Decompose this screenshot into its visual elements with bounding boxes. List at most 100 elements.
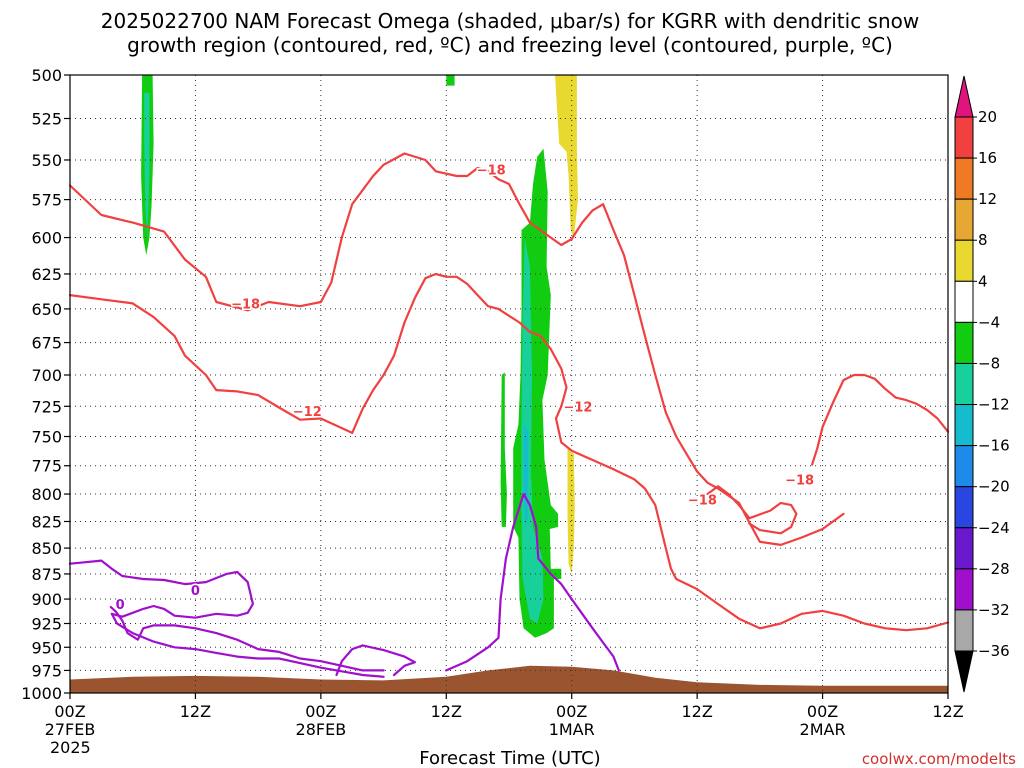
contour-label: −18 xyxy=(477,164,506,179)
omega-region-4 xyxy=(500,372,507,527)
colorbar-bin xyxy=(954,362,974,406)
colorbar-bin xyxy=(954,157,974,200)
contour-label: 0 xyxy=(116,598,125,613)
colorbar-bin xyxy=(954,445,974,488)
colorbar-label: −12 xyxy=(978,396,1010,414)
dgz-contour-3 xyxy=(706,485,798,535)
colorbar: 20 16 12 8 4 −4 −8 −12 −16 −20 −24 −28 −32 −36 xyxy=(954,75,1010,693)
omega-shading xyxy=(141,75,578,638)
colorbar-bottom-arrow xyxy=(954,650,974,693)
x-tick-label: 00Z xyxy=(807,702,838,721)
colorbar-bin xyxy=(954,280,974,323)
y-tick-label: 700 xyxy=(31,366,62,385)
freezing-level-contour-5 xyxy=(109,605,385,672)
freezing-level-contour-7 xyxy=(445,492,620,672)
contour-label: −12 xyxy=(293,405,322,420)
colorbar-label: 8 xyxy=(978,231,988,249)
colorbar-bin xyxy=(954,116,974,159)
chart-title-line-2: growth region (contoured, red, ºC) and f… xyxy=(127,33,893,57)
terrain-layer xyxy=(70,665,948,693)
freezing-level-contour-6 xyxy=(335,644,416,677)
colorbar-label: −32 xyxy=(978,601,1010,619)
omega-region-8 xyxy=(567,448,575,574)
x-tick-label: 12Z xyxy=(180,702,211,721)
terrain-fill xyxy=(70,665,948,693)
dgz-contour-0 xyxy=(68,152,845,547)
colorbar-label: −16 xyxy=(978,437,1010,455)
x-tick-label: 1MAR xyxy=(549,720,595,739)
y-tick-label: 800 xyxy=(31,485,62,504)
omega-region-1 xyxy=(144,92,150,238)
colorbar-label: 16 xyxy=(978,149,997,167)
colorbar-bin xyxy=(954,321,974,364)
colorbar-bin xyxy=(954,239,974,282)
y-tick-label: 675 xyxy=(31,334,62,353)
colorbar-label: −4 xyxy=(978,313,1000,331)
y-tick-label: 950 xyxy=(31,638,62,657)
colorbar-bin xyxy=(954,527,974,570)
y-axis: 500 525 550 575 600 625 650 675 700 725 750 775 800 8… xyxy=(21,66,70,703)
dgz-contour-2 xyxy=(810,373,950,466)
contour-label: 0 xyxy=(191,584,200,599)
x-tick-label: 12Z xyxy=(932,702,963,721)
y-tick-label: 775 xyxy=(31,457,62,476)
colorbar-bin xyxy=(954,568,974,611)
freezing-level-contour-4 xyxy=(68,559,385,678)
x-tick-label: 28FEB xyxy=(296,720,347,739)
colorbar-label: 20 xyxy=(978,108,997,126)
y-tick-label: 825 xyxy=(31,512,62,531)
omega-region-2 xyxy=(446,75,455,86)
colorbar-label: −24 xyxy=(978,519,1010,537)
colorbar-bin xyxy=(954,609,974,652)
dgz-contour-1 xyxy=(68,272,950,632)
x-tick-label: 00Z xyxy=(556,702,587,721)
colorbar-label: −28 xyxy=(978,560,1010,578)
y-tick-label: 575 xyxy=(31,191,62,210)
x-tick-label: 2025 xyxy=(50,738,91,757)
temperature-contours xyxy=(68,152,950,678)
y-tick-label: 725 xyxy=(31,397,62,416)
omega-region-7 xyxy=(555,75,578,238)
plot-area: −18 −18 −12 −12 −18 −18 0 0 xyxy=(68,74,950,694)
y-tick-label: 525 xyxy=(31,110,62,129)
colorbar-bin xyxy=(954,198,974,241)
y-tick-label: 550 xyxy=(31,151,62,170)
x-tick-label: 2MAR xyxy=(800,720,846,739)
contour-label: −18 xyxy=(688,494,717,509)
y-tick-label: 1000 xyxy=(21,684,62,703)
x-tick-label: 12Z xyxy=(431,702,462,721)
chart-title-line-1: 2025022700 NAM Forecast Omega (shaded, μ… xyxy=(101,9,919,33)
credit-text: coolwx.com/modelts xyxy=(862,750,1016,768)
contour-label: −12 xyxy=(563,400,592,415)
y-tick-label: 975 xyxy=(31,661,62,680)
grid-lines xyxy=(70,75,948,693)
x-tick-label: 00Z xyxy=(305,702,336,721)
y-tick-label: 925 xyxy=(31,614,62,633)
contour-label: −18 xyxy=(231,297,260,312)
colorbar-bin xyxy=(954,486,974,529)
y-tick-label: 900 xyxy=(31,590,62,609)
colorbar-label: 4 xyxy=(978,272,988,290)
y-tick-label: 875 xyxy=(31,565,62,584)
y-tick-label: 500 xyxy=(31,66,62,85)
contour-label: −18 xyxy=(785,473,814,488)
x-tick-label: 00Z xyxy=(54,702,85,721)
plot-frame xyxy=(69,74,949,694)
contour-labels: −18 −18 −12 −12 −18 −18 0 0 xyxy=(114,162,815,614)
omega-region-5 xyxy=(521,237,544,624)
colorbar-top-arrow xyxy=(954,75,974,118)
y-tick-label: 625 xyxy=(31,265,62,284)
y-tick-label: 600 xyxy=(31,229,62,248)
colorbar-bin xyxy=(954,404,974,447)
x-axis-label: Forecast Time (UTC) xyxy=(419,748,600,768)
x-tick-label: 12Z xyxy=(681,702,712,721)
colorbar-label: −36 xyxy=(978,642,1010,660)
colorbar-label: −8 xyxy=(978,354,1000,372)
y-tick-label: 650 xyxy=(31,300,62,319)
y-tick-label: 750 xyxy=(31,428,62,447)
y-tick-label: 850 xyxy=(31,539,62,558)
colorbar-label: −20 xyxy=(978,478,1010,496)
x-tick-label: 27FEB xyxy=(45,720,96,739)
